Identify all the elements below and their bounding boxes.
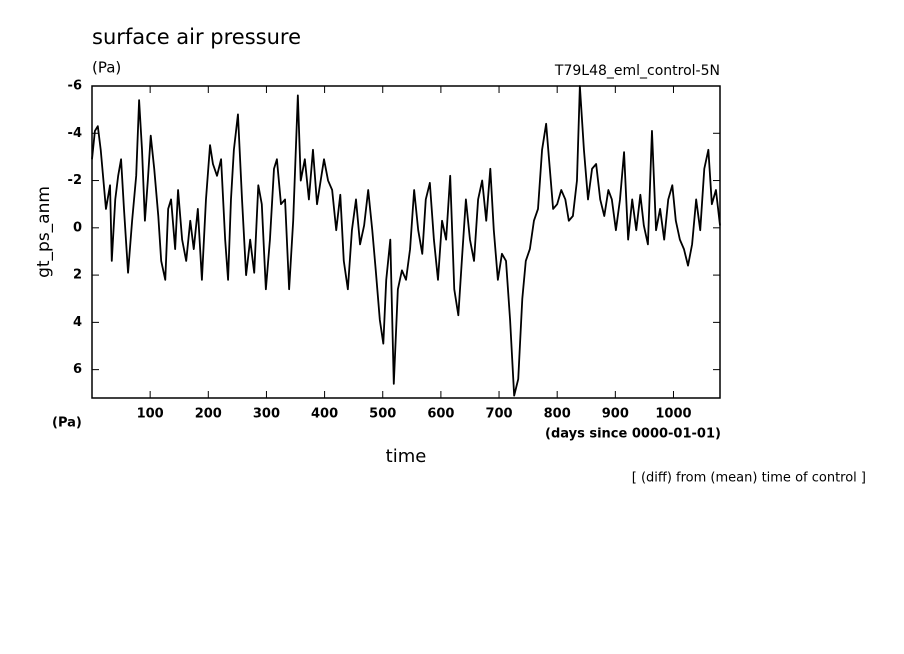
plot-frame [91,85,721,399]
y-tick-label: -6 [68,79,82,94]
run-label: T79L48_eml_control-5N [554,63,720,79]
x-tick-label: 800 [544,407,571,422]
y-tick-label: 0 [73,220,82,235]
y-tick-label: -2 [68,173,82,188]
title-units: (Pa) [92,59,121,77]
chart-title: surface air pressure [92,25,301,49]
y-tick-label: -4 [68,126,82,141]
x-axis-units: (days since 0000-01-01) [545,427,721,442]
x-tick-label: 1000 [655,407,691,422]
note: [ (diff) from (mean) time of control ] [632,471,866,486]
x-tick-label: 200 [195,407,222,422]
x-tick-label: 600 [427,407,454,422]
y-axis-units: (Pa) [52,416,82,431]
y-axis-label: gt_ps_anm [34,186,54,278]
x-tick-label: 100 [137,407,164,422]
y-tick-label: 6 [73,362,82,377]
x-axis-label: time [386,446,427,467]
y-tick-label: 4 [73,315,82,330]
x-tick-label: 300 [253,407,280,422]
x-tick-label: 500 [369,407,396,422]
x-tick-label: 700 [485,407,512,422]
x-tick-label: 400 [311,407,338,422]
series-line [91,85,721,397]
x-tick-label: 900 [602,407,629,422]
y-tick-label: 2 [73,268,82,283]
